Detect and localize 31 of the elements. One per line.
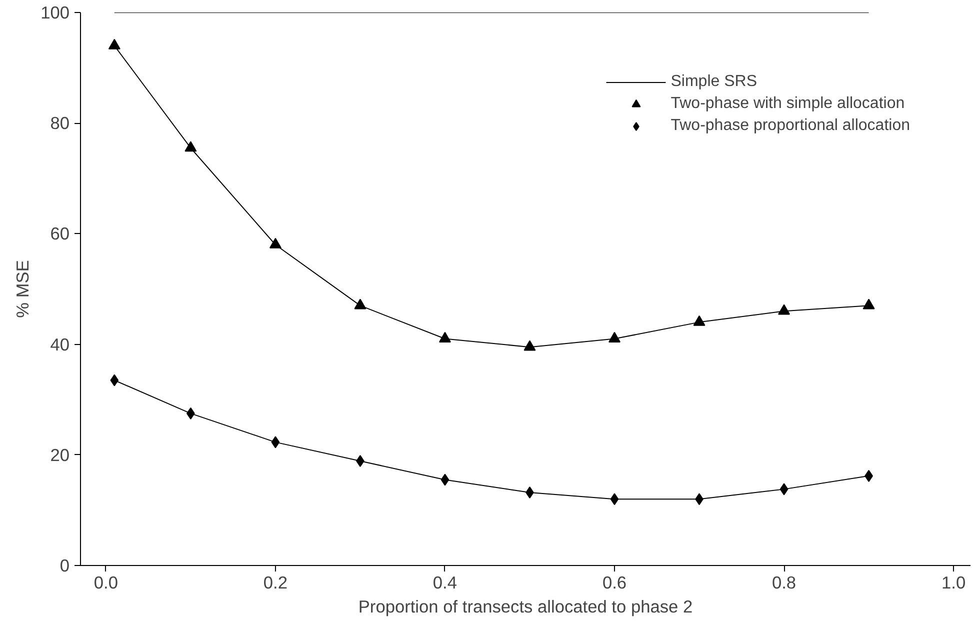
point — [184, 141, 197, 152]
y-tick-label: 100 — [40, 2, 70, 22]
legend-label: Two-phase with simple allocation — [670, 95, 905, 113]
point — [440, 474, 450, 486]
x-axis-title: Proportion of transects allocated to phase 2 — [358, 596, 693, 616]
legend-label: Simple SRS — [670, 73, 757, 91]
point — [110, 374, 119, 386]
x-tick-label: 0.2 — [263, 572, 288, 592]
y-tick-label: 60 — [50, 224, 70, 244]
x-tick-label: 0.8 — [772, 572, 796, 592]
point — [780, 483, 788, 496]
y-axis-title: % MSE — [12, 260, 33, 318]
point — [269, 238, 282, 248]
point — [778, 304, 790, 315]
point — [608, 332, 620, 342]
y-tick-label: 80 — [50, 113, 70, 134]
y-tick-label: 0 — [60, 556, 70, 576]
legend-label: Two-phase proportional allocation — [670, 117, 910, 135]
point — [354, 298, 366, 310]
point — [524, 340, 536, 351]
x-tick-label: 0.6 — [602, 572, 627, 592]
point — [693, 315, 706, 326]
x-tick-label: 0.0 — [94, 572, 118, 592]
point — [438, 332, 451, 342]
point — [862, 298, 875, 310]
x-tick-label: 0.4 — [432, 572, 458, 592]
y-tick-label: 20 — [50, 444, 70, 465]
x-tick-label: 1.0 — [942, 572, 966, 592]
point — [271, 436, 280, 448]
point — [610, 493, 619, 506]
y-tick-label: 40 — [50, 334, 70, 354]
